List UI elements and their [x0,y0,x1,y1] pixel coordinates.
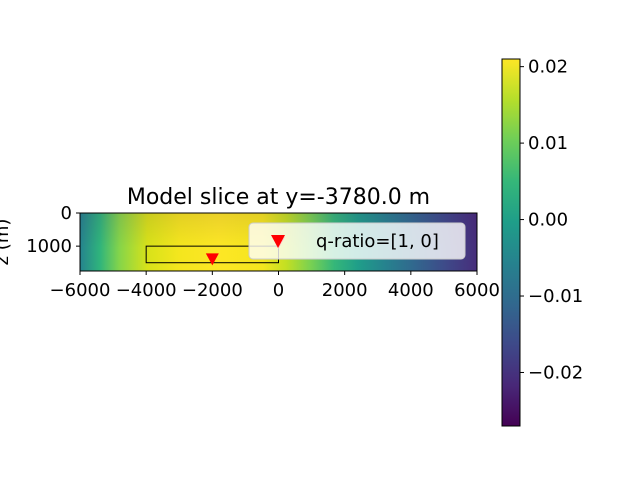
colorbar-tick-label: −0.02 [528,362,583,383]
x-tick-label: −6000 [50,280,111,301]
x-tick-label: −2000 [182,280,243,301]
legend-label: q-ratio=[1, 0] [316,231,439,252]
legend-marker-icon [271,235,285,248]
chart-title: Model slice at y=-3780.0 m [127,185,430,210]
x-tick-label: 2000 [322,280,368,301]
y-tick-label: 1000 [26,236,72,257]
colorbar [501,58,521,427]
x-tick-label: −4000 [116,280,177,301]
x-tick-label: 0 [273,280,284,301]
triangle-marker [205,253,219,266]
y-axis-label: z (m) [0,219,13,266]
colorbar-tick-label: 0.02 [528,57,568,78]
legend: q-ratio=[1, 0] [248,222,466,260]
y-tick-label: 0 [61,203,72,224]
legend-box [248,222,466,260]
x-tick-label: 6000 [454,280,500,301]
x-tick-label: 4000 [388,280,434,301]
colorbar-tick-label: 0.01 [528,133,568,154]
colorbar-tick-label: −0.01 [528,286,583,307]
colorbar-tick-label: 0.00 [528,210,568,231]
